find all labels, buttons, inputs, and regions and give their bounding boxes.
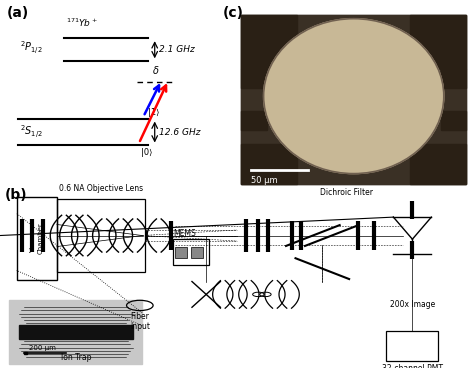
Bar <box>241 111 267 130</box>
Text: Fiber
Input: Fiber Input <box>130 312 150 331</box>
Bar <box>24 352 27 354</box>
Bar <box>241 15 466 184</box>
Bar <box>173 239 209 265</box>
Text: 50 μm: 50 μm <box>251 176 278 185</box>
Bar <box>386 331 438 361</box>
Bar <box>241 144 297 184</box>
Bar <box>241 15 297 69</box>
Bar <box>9 300 142 364</box>
Bar <box>191 247 203 258</box>
Bar <box>441 111 466 130</box>
Text: |1⟩: |1⟩ <box>148 108 159 117</box>
Text: 12.6 GHz: 12.6 GHz <box>159 128 201 137</box>
Text: Dichroic Filter: Dichroic Filter <box>319 188 373 197</box>
Text: $^{171}Yb^+$: $^{171}Yb^+$ <box>66 16 98 29</box>
Text: $\delta$: $\delta$ <box>153 64 160 76</box>
Bar <box>241 69 267 88</box>
Bar <box>410 144 466 184</box>
Bar <box>241 15 466 184</box>
Text: |0⟩: |0⟩ <box>141 148 153 157</box>
Text: $^2S_{1/2}$: $^2S_{1/2}$ <box>20 124 43 141</box>
Text: 200 μm: 200 μm <box>29 344 56 350</box>
Text: (b): (b) <box>5 188 27 202</box>
Text: (c): (c) <box>223 6 244 20</box>
Text: 200x Image: 200x Image <box>390 300 435 309</box>
Text: 0.6 NA Objective Lens: 0.6 NA Objective Lens <box>59 184 143 193</box>
Bar <box>175 247 187 258</box>
Text: (a): (a) <box>7 6 29 20</box>
Bar <box>17 197 57 280</box>
Text: Ion Trap: Ion Trap <box>61 354 91 362</box>
Text: $^2P_{1/2}$: $^2P_{1/2}$ <box>20 39 43 56</box>
Text: Vacuum
Chamber: Vacuum Chamber <box>30 222 43 254</box>
Bar <box>441 69 466 88</box>
Text: MEMS: MEMS <box>173 229 196 237</box>
Ellipse shape <box>264 19 444 174</box>
Text: 32-channel PMT: 32-channel PMT <box>382 364 443 368</box>
Bar <box>57 199 145 272</box>
Bar <box>410 15 466 69</box>
Text: 2.1 GHz: 2.1 GHz <box>159 45 195 54</box>
Bar <box>19 325 133 339</box>
